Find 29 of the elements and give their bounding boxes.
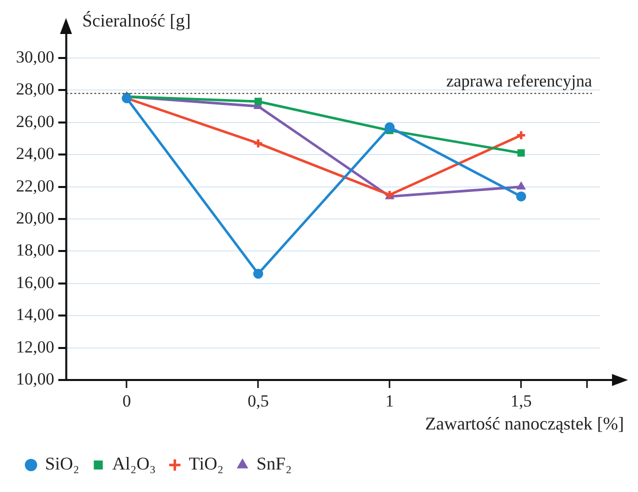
y-tick-label: 30,00 [16,47,54,66]
y-tick-label: 12,00 [16,337,54,356]
point [516,182,526,190]
ref-line-label: zaprawa referencyjna [446,71,592,90]
point [517,149,525,157]
y-axis-title: Ścieralność [g] [82,10,191,31]
y-tick-label: 26,00 [16,112,54,131]
point [254,98,262,106]
legend-label: SiO₂ [45,454,80,474]
x-tick-label: 0 [122,392,131,411]
point [252,138,264,149]
point [253,268,264,279]
legend-label: Al₂O₃ [112,454,156,474]
x-tick-label: 0,5 [248,392,269,411]
x-tick-label: 1 [385,392,394,411]
y-tick-label: 24,00 [16,144,54,164]
y-tick-label: 28,00 [16,80,54,99]
legend-label: TiO₂ [188,454,224,474]
x-axis-title: Zawartość nanocząstek [%] [425,414,624,434]
legend-label: SnF₂ [256,454,292,474]
x-tick-label: 1,5 [510,392,532,411]
point [516,191,526,202]
point [384,122,395,132]
y-tick-label: 16,00 [16,272,54,292]
y-tick-label: 22,00 [16,176,54,196]
y-tick-label: 10,00 [16,369,54,388]
y-tick-label: 14,00 [16,305,54,324]
y-tick-label: 18,00 [16,240,54,260]
y-tick-label: 20,00 [16,208,54,228]
